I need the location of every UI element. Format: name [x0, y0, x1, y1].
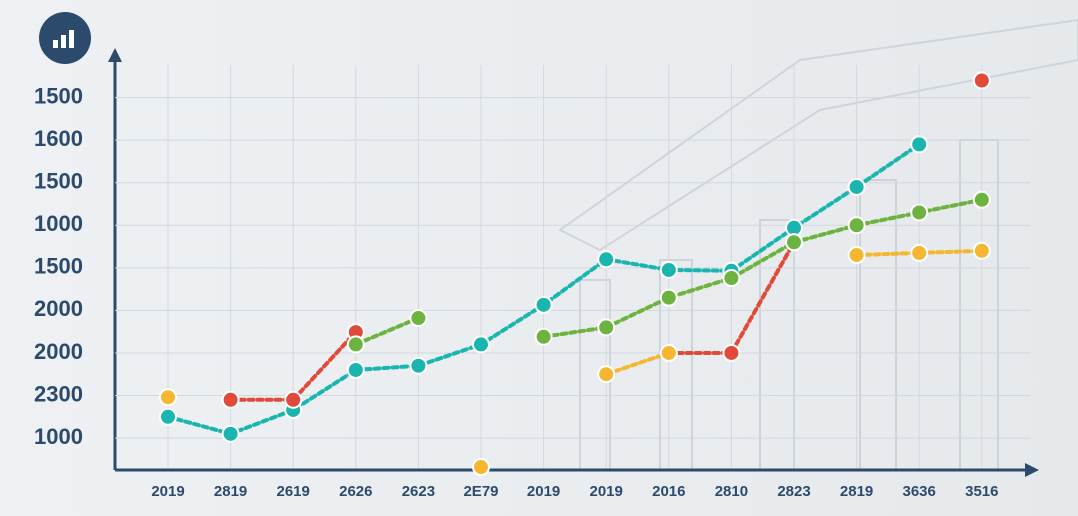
x-tick-label: 2623	[402, 483, 435, 500]
point-marker	[722, 343, 741, 362]
point-marker	[221, 424, 240, 443]
point-marker	[346, 360, 365, 379]
x-tick-label: 2016	[652, 483, 685, 500]
point-marker	[597, 318, 616, 337]
point-marker	[409, 356, 428, 375]
x-tick-label: 2810	[715, 483, 748, 500]
point-marker	[534, 327, 553, 346]
point-marker	[534, 295, 553, 314]
x-tick-label: 3636	[903, 483, 936, 500]
x-tick-label: 3516	[965, 483, 998, 500]
point-marker	[346, 335, 365, 354]
point-marker	[847, 216, 866, 235]
point-marker	[597, 250, 616, 269]
y-tick-label: 1500	[34, 254, 83, 279]
point-marker	[597, 365, 616, 384]
x-tick-label: 2019	[151, 483, 184, 500]
point-marker	[159, 407, 177, 426]
series-line	[353, 197, 984, 347]
point-marker	[847, 246, 866, 265]
point-marker	[659, 343, 678, 362]
point-marker	[847, 177, 866, 196]
y-axis-arrow	[108, 48, 122, 62]
point-marker	[221, 390, 240, 409]
y-tick-label: 2000	[34, 339, 83, 364]
point-marker	[972, 71, 991, 90]
x-tick-label: 2019	[590, 483, 623, 500]
x-tick-label: 2823	[777, 483, 810, 500]
y-tick-label: 1500	[34, 83, 83, 108]
point-marker	[910, 203, 929, 222]
y-tick-label: 1000	[34, 424, 83, 449]
point-marker	[409, 309, 428, 328]
point-marker	[159, 388, 177, 407]
point-marker	[472, 458, 490, 477]
x-tick-label: 2E79	[463, 483, 498, 500]
y-tick-label: 2300	[34, 381, 83, 406]
y-tick-label: 1600	[34, 126, 83, 151]
y-tick-label: 2000	[34, 296, 83, 321]
y-tick-label: 1000	[34, 211, 83, 236]
point-marker	[659, 288, 678, 307]
point-marker	[910, 243, 929, 262]
x-tick-label: 2019	[527, 483, 560, 500]
point-marker	[972, 190, 991, 209]
logo-bars	[53, 30, 74, 48]
point-marker	[722, 269, 741, 288]
x-tick-label: 2619	[277, 483, 310, 500]
point-marker	[284, 390, 303, 409]
point-marker	[472, 335, 490, 354]
point-marker	[972, 241, 991, 260]
point-marker	[785, 233, 803, 252]
y-tick-label: 1500	[34, 169, 83, 194]
x-tick-label: 2819	[840, 483, 873, 500]
point-marker	[910, 135, 929, 154]
x-axis-arrow	[1025, 463, 1039, 477]
point-marker	[659, 260, 678, 279]
x-tick-label: 2626	[339, 483, 372, 500]
x-tick-label: 2819	[214, 483, 247, 500]
